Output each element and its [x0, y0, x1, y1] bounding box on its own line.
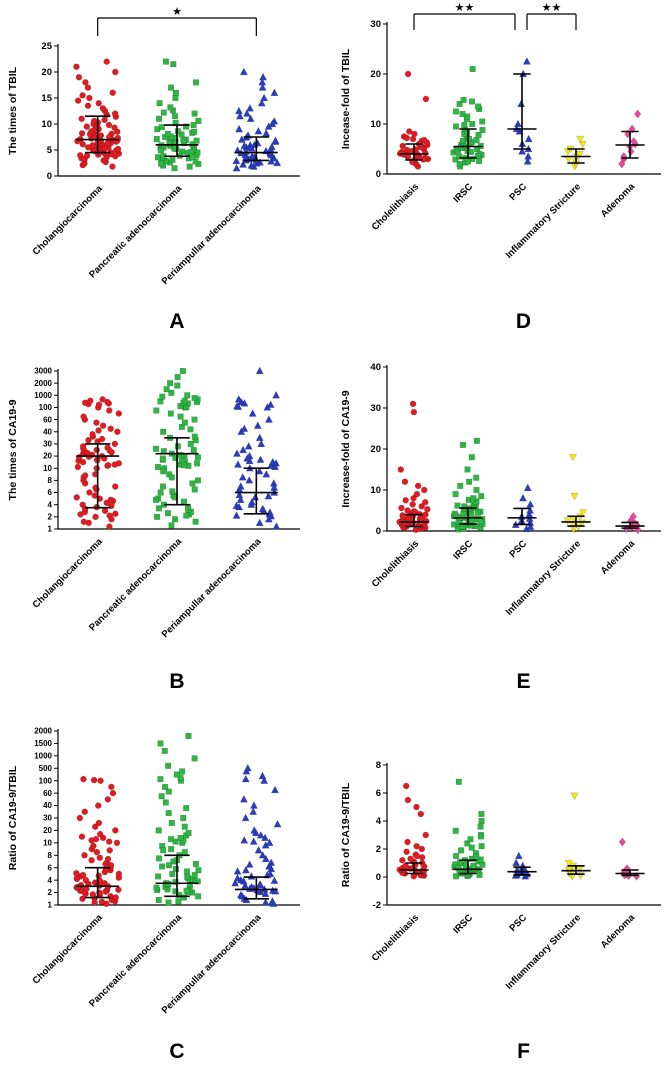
svg-text:1000: 1000	[34, 752, 52, 761]
svg-text:20: 20	[370, 69, 381, 80]
svg-text:6: 6	[48, 863, 53, 872]
panel-letter-C: C	[169, 1040, 186, 1063]
svg-text:30: 30	[370, 19, 381, 30]
svg-text:1: 1	[48, 901, 53, 910]
scatter-plot-ratio-left: 1 2 4 6 8 10 20 30 40 60 100 500 1000 1500 2000 Ratio o…	[7, 727, 300, 1016]
svg-text:8: 8	[376, 760, 381, 771]
panel-A: 0 5 10 15 20 25 The times of TBIL Cholangiocarc…	[0, 0, 333, 340]
svg-text:4: 4	[48, 876, 53, 885]
svg-text:Ratio of CA19-9/TBIL: Ratio of CA19-9/TBIL	[340, 782, 352, 887]
svg-text:15: 15	[41, 93, 52, 104]
svg-text:Adenoma: Adenoma	[599, 181, 638, 220]
panel-letter-F: F	[517, 1040, 531, 1063]
svg-text:25: 25	[41, 41, 52, 52]
svg-text:10: 10	[370, 119, 381, 130]
svg-text:60: 60	[43, 789, 52, 798]
svg-text:10: 10	[41, 119, 52, 130]
scatter-plot-ca199-times: 1 2 4 6 8 10 20 30 40 60 100 1000 2000 3000 The times …	[7, 367, 300, 640]
svg-text:IRSC: IRSC	[451, 912, 475, 936]
panel-letter-A: A	[169, 310, 186, 333]
scatter-plot-tbil-fold: 0 10 20 30 Incease-fold of TBIL Cholelithiasi…	[340, 2, 661, 261]
svg-text:Cholelithiasis: Cholelithiasis	[370, 538, 421, 589]
svg-text:PSC: PSC	[508, 181, 530, 203]
svg-text:4: 4	[376, 816, 382, 827]
svg-text:20: 20	[43, 826, 52, 835]
svg-text:10: 10	[43, 464, 52, 473]
svg-text:Pancreatic adenocarcinoma: Pancreatic adenocarcinoma	[87, 912, 185, 1010]
svg-text:Ratio of CA19-9/TBIL: Ratio of CA19-9/TBIL	[7, 765, 19, 870]
svg-text:60: 60	[43, 415, 52, 424]
svg-text:Increase-fold of CA19-9: Increase-fold of CA19-9	[340, 390, 352, 507]
svg-text:-2: -2	[373, 900, 381, 911]
svg-text:2: 2	[376, 844, 381, 855]
svg-text:2: 2	[48, 513, 53, 522]
svg-text:500: 500	[39, 764, 53, 773]
svg-text:PSC: PSC	[508, 912, 530, 934]
svg-text:IRSC: IRSC	[451, 181, 475, 205]
svg-text:40: 40	[370, 362, 381, 373]
svg-text:Cholangiocarcinoma: Cholangiocarcinoma	[31, 536, 106, 611]
svg-text:8: 8	[48, 476, 53, 485]
svg-text:0: 0	[376, 872, 381, 883]
panel-D: 0 10 20 30 Incease-fold of TBIL Cholelithiasi…	[333, 0, 667, 340]
svg-text:30: 30	[43, 814, 52, 823]
svg-text:40: 40	[43, 427, 52, 436]
svg-text:6: 6	[48, 488, 53, 497]
svg-text:The times of CA19-9: The times of CA19-9	[7, 399, 19, 500]
svg-text:20: 20	[370, 444, 381, 455]
svg-text:30: 30	[370, 403, 381, 414]
svg-text:0: 0	[376, 526, 381, 537]
panel-letter-B: B	[169, 670, 186, 693]
svg-text:40: 40	[43, 801, 52, 810]
svg-text:PSC: PSC	[508, 538, 530, 560]
svg-text:20: 20	[41, 67, 52, 78]
scatter-plot-ca199-fold: 0 10 20 30 40 Increase-fold of CA19-9 Cholelit…	[340, 362, 661, 618]
svg-text:2000: 2000	[34, 727, 52, 736]
svg-text:20: 20	[43, 452, 52, 461]
panel-E: 0 10 20 30 40 Increase-fold of CA19-9 Cholelit…	[333, 345, 667, 700]
svg-text:Cholelithiasis: Cholelithiasis	[370, 912, 421, 963]
scatter-plot-tbil-times: 0 5 10 15 20 25 The times of TBIL Cholangiocarc…	[7, 6, 300, 287]
svg-text:Cholelithiasis: Cholelithiasis	[370, 181, 421, 232]
panel-F: -2 0 2 4 6 8 Ratio of CA19-9/TBIL Cholelithiasi…	[333, 705, 667, 1070]
svg-text:4: 4	[48, 500, 53, 509]
svg-text:8: 8	[48, 851, 53, 860]
svg-text:IRSC: IRSC	[451, 538, 475, 562]
svg-text:100: 100	[39, 776, 53, 785]
svg-text:Pancreatic adenocarcinoma: Pancreatic adenocarcinoma	[87, 536, 185, 634]
svg-text:Pancreatic adenocarcinoma: Pancreatic adenocarcinoma	[87, 183, 185, 281]
svg-text:★★: ★★	[455, 2, 475, 14]
svg-text:Cholangiocarcinoma: Cholangiocarcinoma	[31, 912, 106, 987]
svg-text:1000: 1000	[34, 391, 52, 400]
svg-text:1500: 1500	[34, 739, 52, 748]
svg-text:★: ★	[172, 6, 182, 18]
svg-text:0: 0	[376, 169, 381, 180]
svg-text:0: 0	[47, 171, 52, 182]
svg-text:The times of TBIL: The times of TBIL	[7, 66, 19, 155]
svg-text:1: 1	[48, 525, 53, 534]
svg-text:10: 10	[370, 485, 381, 496]
panel-letter-E: E	[516, 670, 532, 693]
svg-text:Adenoma: Adenoma	[599, 912, 638, 951]
svg-text:3000: 3000	[34, 367, 52, 376]
panel-letter-D: D	[515, 310, 533, 333]
svg-text:10: 10	[43, 839, 52, 848]
panel-C: 1 2 4 6 8 10 20 30 40 60 100 500 1000 1500 2000 Ratio o…	[0, 705, 333, 1070]
panel-B: 1 2 4 6 8 10 20 30 40 60 100 1000 2000 3000 The times …	[0, 345, 333, 700]
svg-text:Incease-fold of TBIL: Incease-fold of TBIL	[340, 48, 352, 149]
svg-text:Adenoma: Adenoma	[599, 538, 638, 577]
svg-text:2: 2	[48, 888, 53, 897]
svg-text:100: 100	[39, 403, 53, 412]
svg-text:2000: 2000	[34, 379, 52, 388]
svg-text:6: 6	[376, 788, 381, 799]
svg-text:★★: ★★	[542, 2, 562, 14]
scatter-plot-ratio-right: -2 0 2 4 6 8 Ratio of CA19-9/TBIL Cholelithiasi…	[340, 760, 661, 992]
svg-text:Cholangiocarcinoma: Cholangiocarcinoma	[31, 183, 106, 258]
svg-text:5: 5	[47, 145, 53, 156]
svg-text:30: 30	[43, 440, 52, 449]
